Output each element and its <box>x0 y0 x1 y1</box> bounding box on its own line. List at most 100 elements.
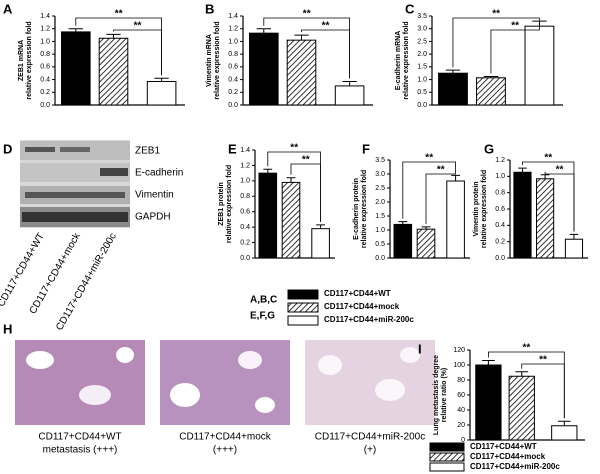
significance-label: ** <box>556 165 564 176</box>
significance-bracket <box>452 17 540 68</box>
panel-letter: G <box>484 141 494 156</box>
image-caption: CD117+CD44+mock <box>179 432 272 443</box>
y-tick-label: 0.2 <box>228 89 238 96</box>
y-tick-label: 20 <box>457 422 465 429</box>
y-tick-label: 3.5 <box>375 157 385 164</box>
error-bar <box>518 167 527 173</box>
panel-letter: C <box>405 1 415 16</box>
legend-swatch <box>429 452 465 462</box>
significance-label: ** <box>437 165 445 176</box>
y-tick-label: 0.4 <box>40 76 50 83</box>
error-bar <box>68 28 83 32</box>
y-tick-label: 0.0 <box>495 255 505 262</box>
bar <box>564 238 584 259</box>
significance-bracket <box>290 163 321 222</box>
y-tick-label: 3.0 <box>375 171 385 178</box>
y-tick-label: 1.2 <box>240 162 250 169</box>
bar <box>311 228 330 259</box>
y-tick-label: 0 <box>461 437 465 444</box>
legend-swatch <box>287 315 319 326</box>
panel-letter: H <box>3 321 12 336</box>
y-tick-label: 1.0 <box>228 38 238 45</box>
error-bar <box>316 224 325 229</box>
y-axis-label: relative expression fold <box>403 21 410 99</box>
y-axis-label: Vimentin mRNA <box>206 34 213 87</box>
y-tick-label: 80 <box>457 377 465 384</box>
panel-letter: E <box>228 141 237 156</box>
y-tick-label: 0.5 <box>375 241 385 248</box>
bar <box>258 172 278 259</box>
panel-letter: B <box>205 1 214 16</box>
significance-label: ** <box>511 21 519 32</box>
bar <box>513 171 532 259</box>
bar <box>286 39 317 106</box>
significance-label: ** <box>544 153 552 164</box>
significance-label: ** <box>303 9 311 20</box>
y-tick-label: 0.4 <box>495 222 505 229</box>
significance-label: ** <box>425 153 433 164</box>
y-tick-label: 0.4 <box>228 76 238 83</box>
y-tick-label: 0.4 <box>240 224 250 231</box>
error-bar <box>569 233 579 240</box>
bar <box>438 72 468 106</box>
y-tick-label: 1.0 <box>417 76 427 83</box>
y-tick-label: 0.2 <box>40 89 50 96</box>
error-bar <box>398 221 408 225</box>
y-tick-label: 0.0 <box>240 255 250 262</box>
error-bar <box>515 371 529 377</box>
y-tick-label: 0.6 <box>228 64 238 71</box>
error-bar <box>154 77 169 82</box>
error-bar <box>557 420 571 426</box>
legend-group: A,B,C <box>250 295 277 306</box>
significance-bracket <box>544 171 575 232</box>
y-tick-label: 0.8 <box>495 190 505 197</box>
image-caption: (+++) <box>213 445 237 456</box>
y-axis-label: relative expression fold <box>481 170 488 248</box>
y-tick-label: 2.0 <box>417 51 427 58</box>
y-tick-label: 0.8 <box>40 51 50 58</box>
bar <box>508 375 535 441</box>
error-bar <box>482 360 495 365</box>
y-tick-label: 1.0 <box>240 178 250 185</box>
bar <box>281 181 301 259</box>
y-tick-label: 1.0 <box>495 173 505 180</box>
y-tick-label: 0.2 <box>240 239 250 246</box>
y-tick-label: 1.4 <box>228 13 238 20</box>
panel-letter: F <box>362 141 370 156</box>
y-axis-label: relative expression fold <box>26 21 33 99</box>
y-tick-label: 100 <box>453 362 465 369</box>
bar <box>446 180 465 259</box>
bar <box>393 223 413 259</box>
band-label: Vimentin <box>135 190 174 201</box>
y-tick-label: 0.8 <box>240 193 250 200</box>
y-tick-label: 0.0 <box>375 255 385 262</box>
bar <box>146 80 177 106</box>
bar <box>551 425 578 441</box>
image-caption: metastasis (+++) <box>43 445 118 456</box>
y-axis-label: Lung metastasis degree <box>433 355 440 435</box>
error-bar <box>445 69 461 74</box>
image-caption: CD117+CD44+WT <box>38 432 121 443</box>
y-tick-label: 0.8 <box>228 51 238 58</box>
significance-label: ** <box>115 9 123 20</box>
significance-label: ** <box>290 143 298 154</box>
y-tick-label: 0.6 <box>495 206 505 213</box>
significance-label: ** <box>302 155 310 166</box>
y-tick-label: 0.6 <box>40 64 50 71</box>
histology-images <box>15 340 435 425</box>
y-tick-label: 1.2 <box>40 26 50 33</box>
y-axis-label: Vimentin protein <box>473 181 480 236</box>
y-tick-label: 1.0 <box>375 227 385 234</box>
y-tick-label: 60 <box>457 392 465 399</box>
bar <box>98 37 129 106</box>
y-axis-label: relative ratio (%) <box>441 368 448 422</box>
legend-label: CD117+CD44+WT <box>324 289 391 298</box>
legend-group: E,F,G <box>250 311 275 322</box>
y-tick-label: 120 <box>453 347 465 354</box>
significance-bracket <box>301 29 350 79</box>
y-tick-label: 2.5 <box>375 185 385 192</box>
y-axis-label: E-cadherin mRNA <box>395 31 402 91</box>
error-bar <box>421 226 431 230</box>
y-tick-label: 3.5 <box>417 13 427 20</box>
